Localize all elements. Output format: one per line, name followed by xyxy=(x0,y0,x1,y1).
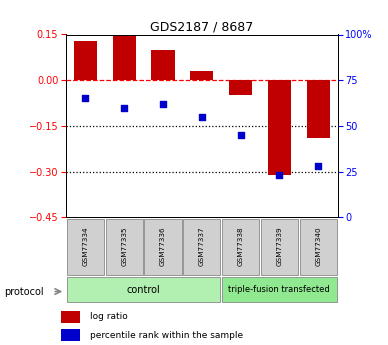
Text: GSM77339: GSM77339 xyxy=(276,227,282,266)
Text: GSM77334: GSM77334 xyxy=(82,227,88,266)
Point xyxy=(82,96,88,101)
Text: triple-fusion transfected: triple-fusion transfected xyxy=(229,285,330,294)
Point xyxy=(237,132,244,138)
FancyBboxPatch shape xyxy=(222,218,259,275)
FancyBboxPatch shape xyxy=(67,218,104,275)
FancyBboxPatch shape xyxy=(261,218,298,275)
FancyBboxPatch shape xyxy=(222,277,337,303)
FancyBboxPatch shape xyxy=(106,218,143,275)
Text: GSM77340: GSM77340 xyxy=(315,227,321,266)
Bar xyxy=(190,71,213,80)
FancyBboxPatch shape xyxy=(144,218,182,275)
Bar xyxy=(268,80,291,175)
Text: GSM77337: GSM77337 xyxy=(199,227,205,266)
Text: percentile rank within the sample: percentile rank within the sample xyxy=(90,331,243,339)
Point xyxy=(199,114,205,119)
Point xyxy=(276,172,282,178)
Text: log ratio: log ratio xyxy=(90,313,128,322)
Bar xyxy=(61,329,80,341)
Title: GDS2187 / 8687: GDS2187 / 8687 xyxy=(150,20,253,33)
FancyBboxPatch shape xyxy=(300,218,337,275)
Bar xyxy=(229,80,252,96)
Point xyxy=(315,164,321,169)
Text: protocol: protocol xyxy=(4,287,43,296)
Bar xyxy=(151,50,175,80)
Text: control: control xyxy=(127,285,160,295)
Bar xyxy=(61,311,80,323)
Point xyxy=(121,105,127,110)
Text: GSM77338: GSM77338 xyxy=(237,227,244,266)
Bar xyxy=(113,34,136,80)
FancyBboxPatch shape xyxy=(67,277,220,303)
FancyBboxPatch shape xyxy=(183,218,220,275)
Point xyxy=(160,101,166,107)
Bar xyxy=(74,41,97,80)
Bar xyxy=(307,80,330,138)
Text: GSM77335: GSM77335 xyxy=(121,227,127,266)
Text: GSM77336: GSM77336 xyxy=(160,227,166,266)
